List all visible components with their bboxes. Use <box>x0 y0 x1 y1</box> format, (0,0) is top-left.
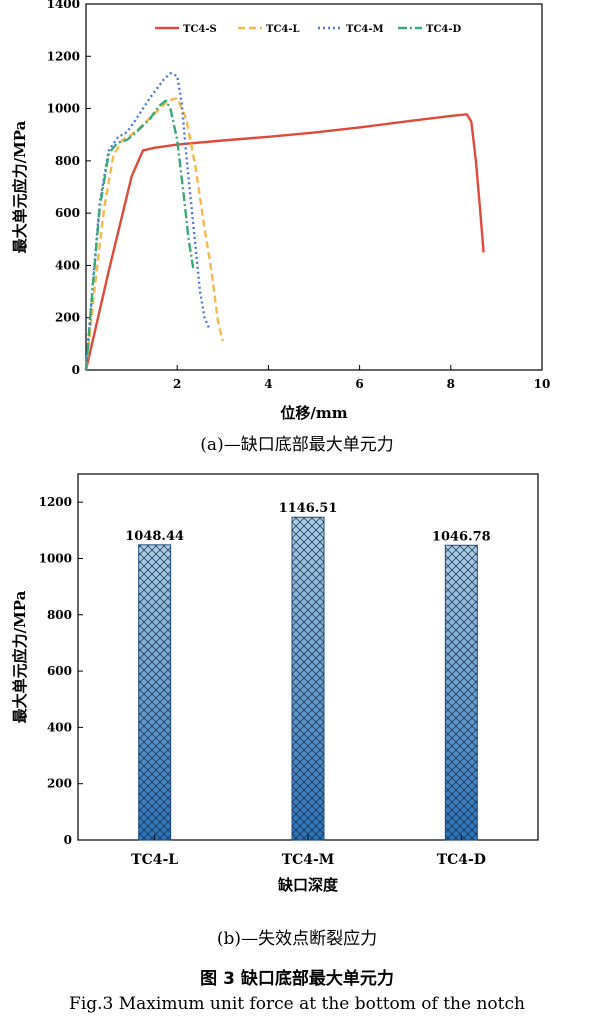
series-line-tc4-d <box>84 99 195 371</box>
legend-label: TC4-L <box>266 24 300 35</box>
y-tick-label: 200 <box>47 777 72 791</box>
legend-label: TC4-M <box>346 24 384 35</box>
y-axis-title: 最大单元应力/MPa <box>11 120 29 253</box>
figure-subtitle: Fig.3 Maximum unit force at the bottom o… <box>69 994 525 1014</box>
y-tick-label: 800 <box>55 154 80 168</box>
y-tick-label: 1400 <box>47 0 80 11</box>
x-axis-title: 位移/mm <box>280 404 347 422</box>
y-tick-label: 0 <box>72 363 80 377</box>
x-tick-label: 6 <box>355 377 363 391</box>
y-tick-label: 400 <box>47 720 72 734</box>
figure-title: 图 3 缺口底部最大单元力 <box>200 969 394 989</box>
plot-area-frame <box>85 3 543 371</box>
y-tick-label: 200 <box>55 311 80 325</box>
bar-value-label: 1146.51 <box>279 501 338 516</box>
x-tick-label: 10 <box>534 377 551 391</box>
y-axis-title: 最大单元应力/MPa <box>11 590 29 723</box>
y-tick-label: 600 <box>47 664 72 678</box>
x-tick-label: 8 <box>447 377 455 391</box>
x-tick-label: 4 <box>264 377 272 391</box>
caption-b: (b)—失效点断裂应力 <box>216 929 378 949</box>
bar-hatch <box>445 545 478 840</box>
x-category-label: TC4-D <box>437 852 486 868</box>
series-line-tc4-m <box>84 72 211 371</box>
y-tick-label: 600 <box>55 206 80 220</box>
y-tick-label: 1200 <box>39 495 72 509</box>
bar-value-label: 1048.44 <box>125 529 184 544</box>
series-line-tc4-s <box>84 113 485 371</box>
bar-value-label: 1046.78 <box>432 529 491 544</box>
legend-label: TC4-D <box>426 24 462 35</box>
legend-label: TC4-S <box>183 24 217 35</box>
y-tick-label: 0 <box>64 833 72 847</box>
y-tick-label: 800 <box>47 608 72 622</box>
legend: TC4-S TC4-L TC4-M TC4-D <box>155 24 462 35</box>
x-category-label: TC4-M <box>282 852 335 868</box>
caption-a: (a)—缺口底部最大单元力 <box>200 435 394 455</box>
y-tick-label: 400 <box>55 258 80 272</box>
bar-hatch <box>138 544 171 840</box>
series-line-tc4-l <box>84 96 224 371</box>
x-tick-label: 2 <box>173 377 181 391</box>
x-category-label: TC4-L <box>131 852 178 868</box>
y-tick-label: 1000 <box>47 102 80 116</box>
x-axis-title: 缺口深度 <box>277 876 339 894</box>
bar-chart: 0 200 400 600 800 1000 1200 1048.44 TC4-L 1146.5… <box>11 473 539 894</box>
y-tick-label: 1000 <box>39 551 72 565</box>
y-tick-label: 1200 <box>47 49 80 63</box>
bar-hatch <box>292 517 324 840</box>
